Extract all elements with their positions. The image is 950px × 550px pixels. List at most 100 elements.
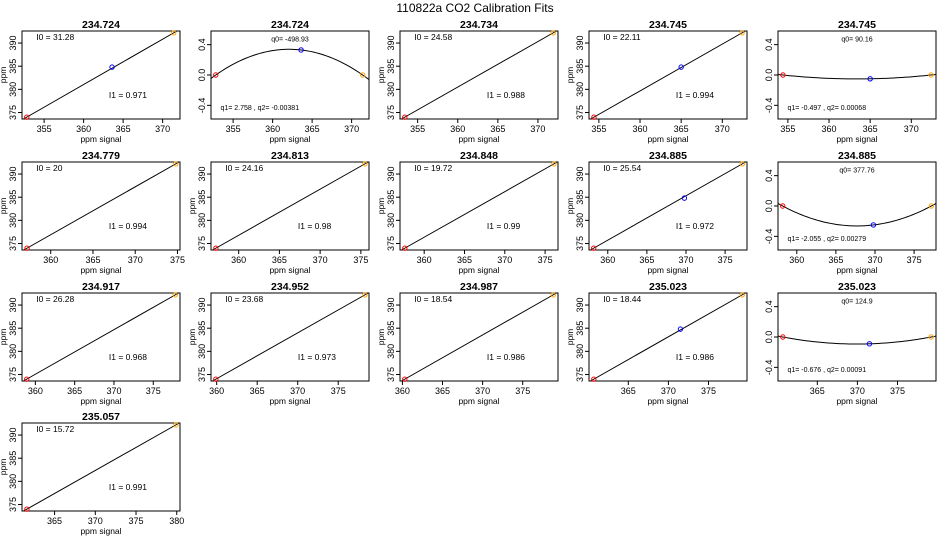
annotation-i1: I1 = 0.994 (676, 90, 714, 100)
data-point (109, 64, 115, 70)
y-tick-label: 390 (197, 167, 207, 182)
y-tick-label: 385 (8, 59, 18, 74)
data-point (362, 292, 368, 298)
y-tick-label: 0.4 (764, 300, 774, 313)
annotation-i1: I1 = 0.971 (109, 90, 147, 100)
y-tick-label: -0.4 (764, 229, 774, 245)
panel-title: 234.724 (271, 19, 309, 31)
x-tick-label: 375 (718, 255, 733, 265)
y-tick-label: 380 (197, 213, 207, 228)
fit-curve (777, 202, 937, 227)
x-tick-label: 375 (701, 386, 716, 396)
y-tick-label: 375 (8, 105, 18, 120)
data-point (780, 72, 786, 78)
panel-title: 234.885 (649, 150, 687, 162)
x-tick-label: 360 (822, 124, 837, 134)
plot-frame (210, 292, 370, 382)
x-tick-label: 365 (490, 124, 505, 134)
x-axis-label: ppm signal (458, 396, 499, 406)
data-point (298, 47, 304, 53)
data-point (359, 72, 366, 78)
panel-14: 235.023 365 370 375 375 380 385 390 ppm signal pp… (565, 281, 748, 406)
panel-title: 234.745 (838, 19, 876, 31)
data-point (172, 292, 178, 298)
panel-title: 235.057 (82, 411, 120, 423)
y-tick-label: 390 (575, 36, 585, 51)
fit-line (23, 292, 179, 382)
x-axis-label: ppm signal (80, 134, 121, 144)
x-tick-label: 365 (116, 124, 131, 134)
plot-frame (399, 292, 559, 382)
plot-frame (588, 30, 748, 120)
x-tick-label: 370 (678, 255, 693, 265)
y-tick-label: 390 (8, 36, 18, 51)
y-tick-label: 380 (386, 82, 396, 97)
data-point (213, 245, 219, 251)
x-tick-label: 360 (231, 255, 246, 265)
y-axis-label: ppm (376, 67, 386, 84)
y-tick-label: 390 (197, 298, 207, 313)
y-tick-label: 390 (8, 298, 18, 313)
fit-line (401, 292, 557, 382)
y-tick-label: 385 (197, 190, 207, 205)
y-axis-label: ppm (565, 329, 575, 346)
x-tick-label: 370 (128, 255, 143, 265)
panel-title: 234.779 (82, 150, 120, 162)
x-tick-label: 360 (450, 124, 465, 134)
y-axis-label: ppm (187, 329, 197, 346)
annotation-q1-q2: q1= 2.758 , q2= -0.00381 (220, 105, 299, 112)
data-point (402, 376, 408, 382)
plot-frame (399, 161, 559, 251)
y-tick-label: 390 (8, 167, 18, 182)
x-tick-label: 360 (789, 255, 804, 265)
panel-1: 234.724 355 360 365 370 375 380 385 390 ppm signa… (0, 19, 181, 144)
data-point (866, 341, 873, 347)
annotation-i0: I0 = 24.58 (414, 32, 452, 42)
x-tick-label: 370 (155, 124, 170, 134)
x-axis-label: ppm signal (269, 265, 310, 275)
data-point (213, 72, 219, 78)
y-tick-label: 385 (8, 190, 18, 205)
y-tick-label: 380 (575, 213, 585, 228)
y-tick-label: 385 (386, 190, 396, 205)
y-tick-label: 385 (575, 321, 585, 336)
x-tick-label: 375 (146, 386, 161, 396)
y-tick-label: 390 (386, 36, 396, 51)
y-tick-label: 375 (197, 236, 207, 251)
x-axis-label: ppm signal (458, 134, 499, 144)
y-tick-label: 375 (8, 367, 18, 382)
data-point (402, 245, 408, 251)
panel-title: 234.724 (82, 19, 120, 31)
data-point (550, 292, 556, 298)
panel-11: 234.917 360 365 370 375 375 380 385 390 ppm signa… (0, 281, 181, 406)
fit-line (23, 161, 180, 251)
x-tick-label: 360 (43, 255, 58, 265)
x-tick-label: 360 (395, 386, 410, 396)
panel-7: 234.813 360 365 370 375 375 380 385 390 ppm signa… (187, 150, 370, 275)
annotation-q0: q0= 377.76 (839, 168, 874, 175)
data-point (591, 376, 597, 382)
y-axis-label: ppm (0, 329, 8, 346)
y-tick-label: 375 (197, 367, 207, 382)
x-tick-label: 365 (47, 516, 62, 526)
x-tick-label: 360 (209, 386, 224, 396)
fit-line (401, 30, 557, 120)
fit-line (23, 422, 180, 512)
fit-line (590, 292, 746, 382)
y-tick-label: 375 (386, 236, 396, 251)
annotation-i1: I1 = 0.98 (298, 221, 332, 231)
y-tick-label: 385 (386, 59, 396, 74)
x-axis-label: ppm signal (80, 265, 121, 275)
x-tick-label: 355 (37, 124, 52, 134)
y-tick-label: 0.4 (764, 169, 774, 182)
y-tick-label: 385 (8, 321, 18, 336)
x-tick-label: 360 (76, 124, 91, 134)
data-point (779, 203, 786, 209)
fit-line (590, 30, 746, 120)
panel-6: 234.779 360 365 370 375 375 380 385 390 ppm signa… (0, 150, 185, 275)
x-tick-label: 360 (28, 386, 43, 396)
panel-title: 234.885 (838, 150, 876, 162)
data-point (173, 422, 179, 428)
x-tick-label: 375 (890, 386, 905, 396)
panel-title: 234.917 (82, 281, 120, 293)
